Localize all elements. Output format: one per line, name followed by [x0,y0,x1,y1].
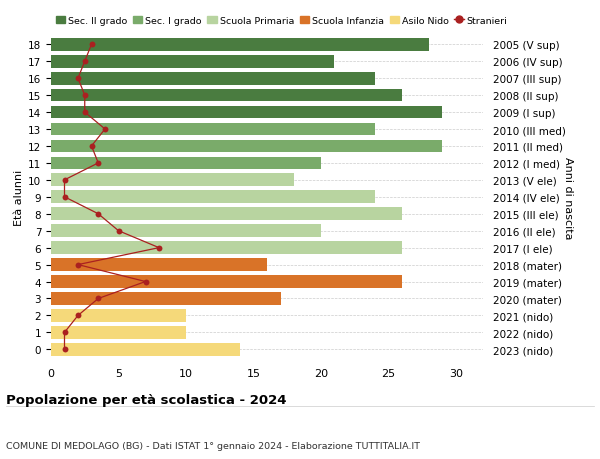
Bar [51,140,442,153]
Point [100,126,110,134]
Bar [51,326,186,339]
Bar [51,174,294,187]
Bar [51,208,402,221]
Point [80,109,89,117]
Y-axis label: Anni di nascita: Anni di nascita [563,156,572,239]
Bar [51,242,402,254]
Point [73,75,83,83]
Point [73,261,83,269]
Bar [51,292,281,305]
Point [73,312,83,319]
Point [94,160,103,167]
Bar [51,275,402,288]
Bar [51,191,375,204]
Bar [51,309,186,322]
Bar [51,157,321,170]
Text: COMUNE DI MEDOLAGO (BG) - Dati ISTAT 1° gennaio 2024 - Elaborazione TUTTITALIA.I: COMUNE DI MEDOLAGO (BG) - Dati ISTAT 1° … [6,441,420,450]
Bar [51,225,321,237]
Point [94,211,103,218]
Point [80,58,89,66]
Point [140,278,150,285]
Bar [51,106,442,119]
Bar [51,56,335,68]
Bar [51,73,375,85]
Point [154,245,164,252]
Y-axis label: Età alunni: Età alunni [14,169,24,225]
Bar [51,123,375,136]
Point [86,143,96,150]
Bar [51,39,429,51]
Bar [51,259,267,271]
Text: Popolazione per età scolastica - 2024: Popolazione per età scolastica - 2024 [6,393,287,406]
Point [60,346,70,353]
Point [60,177,70,184]
Point [86,41,96,49]
Point [94,295,103,302]
Legend: Sec. II grado, Sec. I grado, Scuola Primaria, Scuola Infanzia, Asilo Nido, Stran: Sec. II grado, Sec. I grado, Scuola Prim… [56,17,508,26]
Bar [51,90,402,102]
Point [60,194,70,201]
Point [60,329,70,336]
Bar [51,343,240,356]
Point [114,228,124,235]
Point [80,92,89,100]
